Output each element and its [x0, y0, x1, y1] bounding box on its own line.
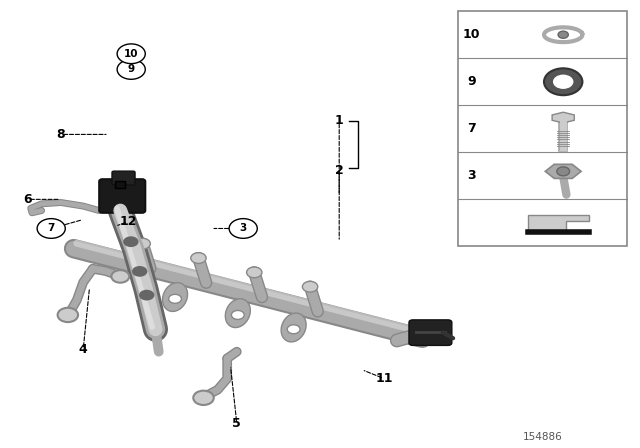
Circle shape	[58, 308, 78, 322]
Bar	[458, 11, 627, 246]
Circle shape	[557, 167, 570, 176]
Text: 4: 4	[79, 343, 88, 356]
FancyBboxPatch shape	[99, 179, 145, 213]
Circle shape	[132, 266, 147, 277]
Ellipse shape	[163, 283, 188, 311]
Circle shape	[117, 60, 145, 79]
Circle shape	[191, 253, 206, 263]
Circle shape	[232, 310, 244, 319]
Polygon shape	[528, 215, 589, 231]
Circle shape	[246, 267, 262, 278]
Text: 12: 12	[119, 215, 137, 228]
Circle shape	[111, 270, 129, 283]
Circle shape	[37, 219, 65, 238]
Text: 9: 9	[127, 65, 135, 74]
Circle shape	[558, 31, 568, 39]
Text: 11: 11	[375, 372, 393, 385]
Text: 1: 1	[335, 114, 344, 128]
Polygon shape	[552, 112, 574, 123]
Ellipse shape	[225, 299, 250, 327]
Text: 10: 10	[463, 28, 481, 41]
Text: 7: 7	[467, 122, 476, 135]
Text: 3: 3	[467, 169, 476, 182]
Text: 3: 3	[239, 224, 247, 233]
Circle shape	[229, 219, 257, 238]
Ellipse shape	[281, 313, 306, 342]
Bar	[115, 181, 125, 188]
Circle shape	[302, 281, 317, 292]
Circle shape	[123, 236, 139, 247]
Polygon shape	[545, 164, 581, 178]
Text: 2: 2	[335, 164, 344, 177]
Text: 5: 5	[232, 417, 241, 430]
Circle shape	[135, 238, 150, 249]
Text: 9: 9	[467, 75, 476, 88]
Text: 154886: 154886	[522, 432, 563, 442]
Circle shape	[287, 325, 300, 334]
Circle shape	[553, 74, 573, 89]
Circle shape	[544, 68, 582, 95]
FancyBboxPatch shape	[112, 171, 135, 185]
Circle shape	[193, 391, 214, 405]
Circle shape	[117, 44, 145, 64]
FancyBboxPatch shape	[409, 320, 452, 345]
Text: 6: 6	[23, 193, 32, 206]
Text: 8: 8	[56, 128, 65, 141]
Text: 7: 7	[47, 224, 55, 233]
Circle shape	[139, 290, 154, 301]
Text: 10: 10	[124, 49, 138, 59]
Circle shape	[169, 294, 182, 303]
